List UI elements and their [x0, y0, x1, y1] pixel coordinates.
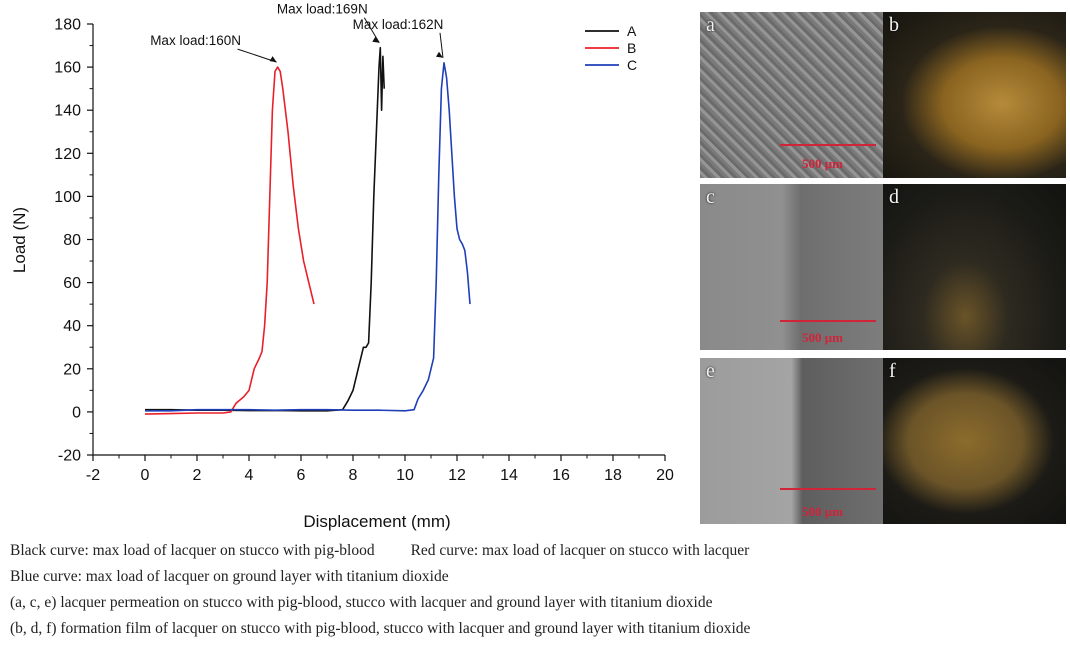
caption-permeation: (a, c, e) lacquer permeation on stucco w…: [10, 594, 713, 611]
panel-label-e: e: [706, 360, 715, 382]
panel-label-a: a: [706, 14, 715, 36]
annotation-pointer: [439, 32, 444, 58]
x-tick-label: -2: [86, 467, 100, 484]
panel-label-d: d: [889, 186, 899, 208]
y-tick-label: 40: [63, 318, 81, 335]
annotation-label: Max load:160N: [150, 33, 241, 48]
annotation-arrowhead: [372, 36, 380, 43]
y-tick-label: 20: [63, 361, 81, 378]
x-tick-label: 0: [141, 467, 150, 484]
y-tick-label: 0: [72, 404, 81, 421]
legend-label-a: A: [627, 23, 637, 39]
load-displacement-chart: -2 0 2 4 6 8 10 12 14 16 18 20-20020406080100120140…: [10, 2, 674, 531]
annotation-label: Max load:162N: [353, 17, 444, 32]
scale-text-a: 500 μm: [802, 156, 843, 171]
panel-label-c: c: [706, 186, 715, 208]
chart-axes: -2 0 2 4 6 8 10 12 14 16 18 20-20020406080100120140…: [54, 17, 674, 485]
scale-bar-e: [780, 488, 876, 490]
caption-black-curve: Black curve: max load of lacquer on stuc…: [10, 542, 375, 559]
x-axis-title: Displacement (mm): [303, 512, 450, 531]
chart-annotations: Max load:169N Max load:160N Max load:162N: [150, 2, 444, 63]
caption-formation-film: (b, d, f) formation film of lacquer on s…: [10, 620, 751, 637]
annotation-label: Max load:169N: [277, 2, 368, 17]
micrograph-panel-grid: a 500 μm b c 500 μm d e 500 μm f: [700, 12, 1066, 524]
y-tick-label: 60: [63, 275, 81, 292]
y-tick-label: 100: [54, 189, 81, 206]
x-tick-label: 10: [396, 467, 414, 484]
x-tick-label: 14: [500, 467, 518, 484]
y-tick-label: 160: [54, 60, 81, 77]
caption-blue-curve: Blue curve: max load of lacquer on groun…: [10, 568, 449, 585]
series-line-c: [145, 61, 471, 412]
photo-panel-b: b: [883, 12, 1066, 178]
scale-text-c: 500 μm: [802, 330, 843, 345]
sem-panel-a: a 500 μm: [700, 12, 883, 178]
x-tick-label: 6: [297, 467, 306, 484]
scale-bar-c: [780, 320, 876, 322]
sem-panel-c: c 500 μm: [700, 184, 883, 350]
y-tick-label: 140: [54, 103, 81, 120]
x-tick-label: 18: [604, 467, 622, 484]
annotation-arrowhead: [269, 56, 277, 63]
x-tick-label: 16: [552, 467, 570, 484]
x-tick-label: 12: [448, 467, 466, 484]
photo-panel-f: f: [883, 358, 1066, 524]
y-tick-label: 120: [54, 146, 81, 163]
chart-series: [144, 46, 471, 415]
scale-text-e: 500 μm: [802, 504, 843, 519]
panel-label-f: f: [889, 360, 896, 382]
x-tick-label: 8: [349, 467, 358, 484]
x-tick-label: 2: [193, 467, 202, 484]
annotation-arrowhead: [436, 51, 443, 58]
sem-panel-e: e 500 μm: [700, 358, 883, 524]
x-tick-label: 20: [656, 467, 674, 484]
series-line-b: [144, 66, 315, 415]
annotation-pointer: [237, 48, 277, 63]
series-line-a: [145, 46, 385, 412]
legend-label-c: C: [627, 57, 637, 73]
figure-captions: Black curve: max load of lacquer on stuc…: [10, 538, 1066, 642]
annotation-pointer: [363, 17, 380, 43]
y-tick-label: 80: [63, 232, 81, 249]
y-tick-label: -20: [58, 448, 81, 465]
legend-label-b: B: [627, 40, 636, 56]
photo-panel-d: d: [883, 184, 1066, 350]
caption-red-curve: Red curve: max load of lacquer on stucco…: [410, 542, 750, 559]
y-axis-title: Load (N): [10, 207, 29, 273]
chart-legend: ABC: [585, 23, 637, 73]
caption-line-1: Black curve: max load of lacquer on stuc…: [10, 538, 1066, 564]
panel-label-b: b: [889, 14, 899, 36]
y-tick-label: 180: [54, 17, 81, 34]
x-tick-label: 4: [245, 467, 254, 484]
scale-bar-a: [780, 144, 876, 146]
